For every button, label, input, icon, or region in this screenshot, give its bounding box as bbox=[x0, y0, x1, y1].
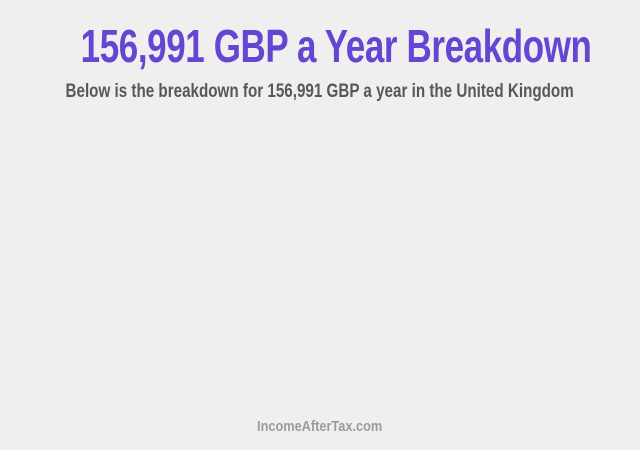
brand-link[interactable]: IncomeAfterTax.com bbox=[257, 418, 383, 435]
page-subtitle-text: Below is the breakdown for 156,991 GBP a… bbox=[65, 80, 575, 102]
chart-area-empty bbox=[0, 104, 640, 418]
footer: IncomeAfterTax.com bbox=[0, 418, 640, 436]
page-title: 156,991 GBP a Year Breakdown bbox=[0, 20, 640, 73]
page-subtitle: Below is the breakdown for 156,991 GBP a… bbox=[0, 81, 640, 104]
page-title-text: 156,991 GBP a Year Breakdown bbox=[80, 20, 592, 72]
